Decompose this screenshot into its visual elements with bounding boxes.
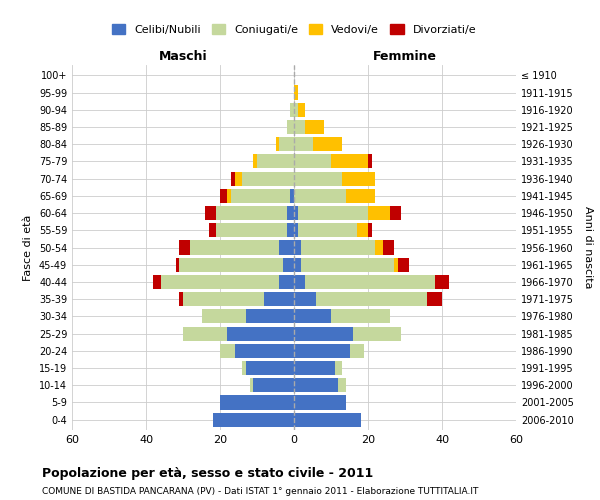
Bar (294, 310, 331, 324)
Bar (154, 275, 161, 289)
Bar (316, 292, 427, 306)
Bar (294, 275, 305, 289)
Bar (235, 172, 242, 185)
Bar (298, 102, 305, 117)
Bar (220, 189, 227, 203)
Bar (294, 326, 353, 340)
Bar (294, 396, 346, 409)
Bar (294, 412, 361, 426)
Bar (349, 344, 364, 358)
Bar (368, 206, 390, 220)
Bar (301, 258, 394, 272)
Bar (290, 102, 294, 117)
Bar (298, 223, 357, 238)
Text: Femmine: Femmine (373, 50, 437, 64)
Bar (313, 137, 342, 152)
Bar (294, 344, 349, 358)
Bar (342, 172, 376, 185)
Bar (398, 258, 409, 272)
Bar (346, 189, 376, 203)
Bar (294, 137, 313, 152)
Bar (279, 137, 294, 152)
Bar (227, 189, 231, 203)
Bar (220, 344, 235, 358)
Bar (179, 258, 283, 272)
Bar (294, 378, 338, 392)
Bar (294, 223, 298, 238)
Bar (287, 120, 294, 134)
Bar (368, 154, 372, 168)
Text: COMUNE DI BASTIDA PANCARANA (PV) - Dati ISTAT 1° gennaio 2011 - Elaborazione TUT: COMUNE DI BASTIDA PANCARANA (PV) - Dati … (42, 488, 478, 496)
Bar (390, 206, 401, 220)
Bar (294, 154, 331, 168)
Bar (301, 240, 376, 254)
Y-axis label: Anni di nascita: Anni di nascita (583, 206, 593, 289)
Bar (242, 361, 246, 375)
Bar (227, 326, 294, 340)
Bar (190, 240, 279, 254)
Bar (183, 292, 265, 306)
Bar (253, 378, 294, 392)
Bar (279, 240, 294, 254)
Bar (290, 189, 294, 203)
Bar (338, 378, 346, 392)
Text: Maschi: Maschi (158, 50, 208, 64)
Bar (294, 206, 298, 220)
Bar (209, 223, 217, 238)
Bar (335, 361, 342, 375)
Bar (279, 275, 294, 289)
Bar (331, 154, 368, 168)
Bar (179, 292, 183, 306)
Bar (434, 275, 449, 289)
Legend: Celibi/Nubili, Coniugati/e, Vedovi/e, Divorziati/e: Celibi/Nubili, Coniugati/e, Vedovi/e, Di… (107, 20, 481, 39)
Bar (253, 154, 257, 168)
Bar (294, 361, 335, 375)
Bar (161, 275, 279, 289)
Bar (250, 378, 253, 392)
Bar (298, 206, 368, 220)
Bar (176, 258, 179, 272)
Bar (217, 223, 287, 238)
Bar (220, 396, 294, 409)
Bar (294, 240, 301, 254)
Bar (179, 240, 190, 254)
Bar (331, 310, 390, 324)
Bar (183, 326, 227, 340)
Bar (394, 258, 398, 272)
Bar (294, 120, 305, 134)
Bar (376, 240, 383, 254)
Bar (305, 275, 434, 289)
Bar (427, 292, 442, 306)
Bar (265, 292, 294, 306)
Y-axis label: Fasce di età: Fasce di età (23, 214, 33, 280)
Bar (294, 292, 316, 306)
Bar (294, 86, 298, 100)
Bar (294, 189, 346, 203)
Bar (305, 120, 323, 134)
Bar (217, 206, 287, 220)
Bar (257, 154, 294, 168)
Bar (353, 326, 401, 340)
Bar (283, 258, 294, 272)
Bar (357, 223, 368, 238)
Bar (202, 310, 246, 324)
Bar (205, 206, 217, 220)
Bar (231, 172, 235, 185)
Bar (287, 206, 294, 220)
Bar (383, 240, 394, 254)
Text: Popolazione per età, sesso e stato civile - 2011: Popolazione per età, sesso e stato civil… (42, 468, 373, 480)
Bar (275, 137, 279, 152)
Bar (294, 102, 298, 117)
Bar (287, 223, 294, 238)
Bar (231, 189, 290, 203)
Bar (235, 344, 294, 358)
Bar (368, 223, 372, 238)
Bar (212, 412, 294, 426)
Bar (242, 172, 294, 185)
Bar (294, 172, 342, 185)
Bar (246, 310, 294, 324)
Bar (246, 361, 294, 375)
Bar (294, 258, 301, 272)
